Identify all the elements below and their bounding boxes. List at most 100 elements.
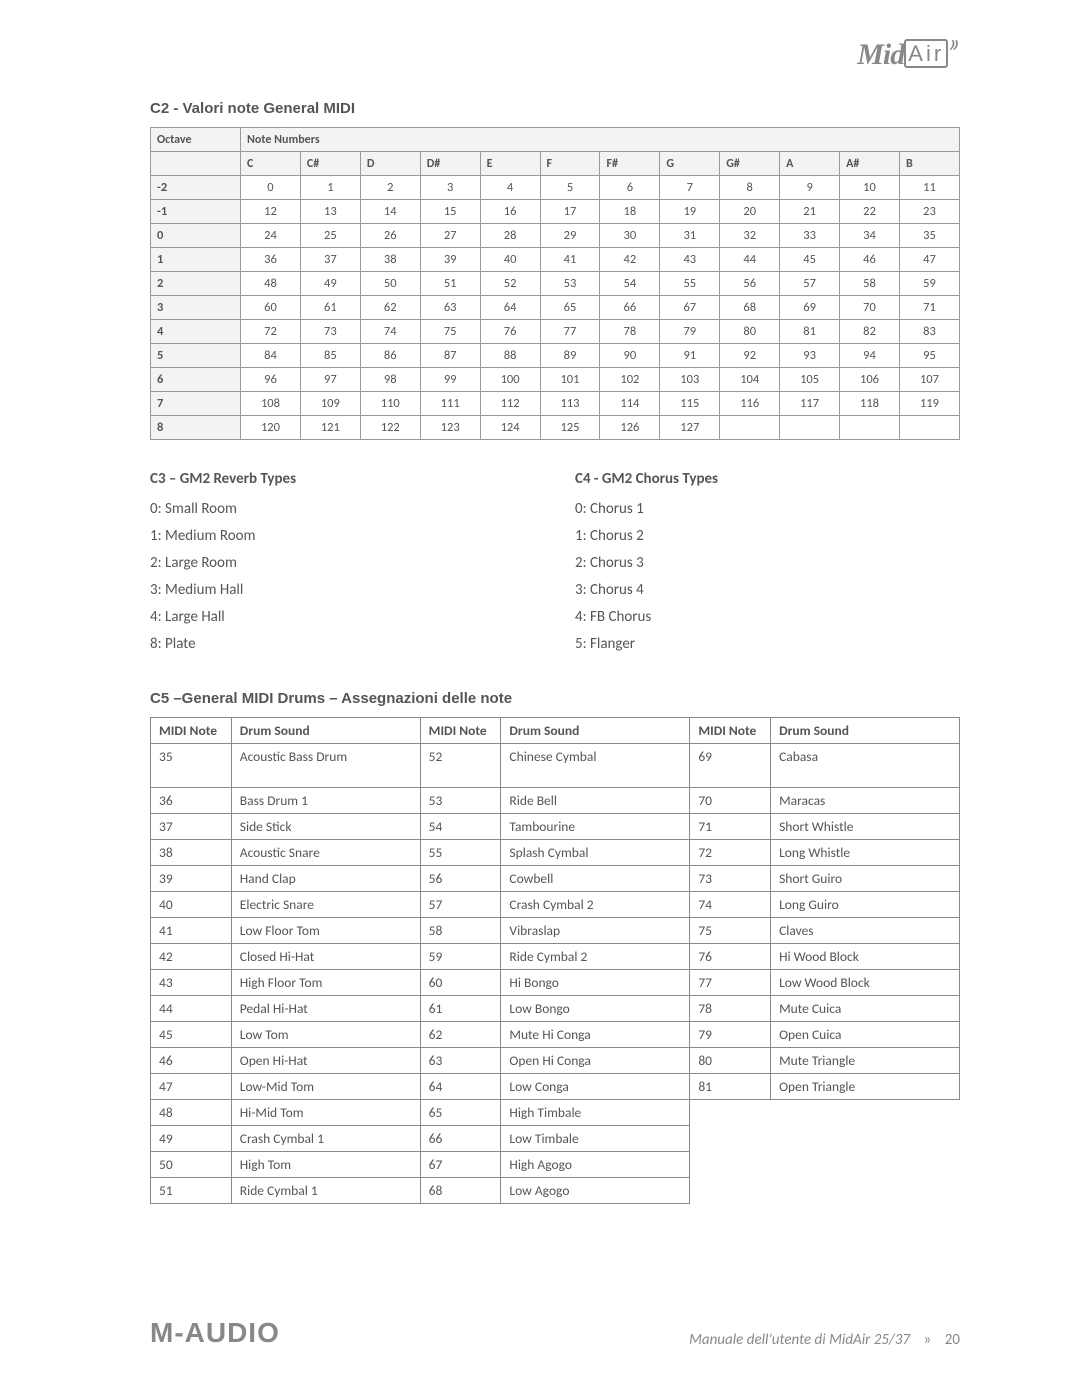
midi-value-cell: 111 (420, 392, 480, 416)
drum-sound-cell: Ride Cymbal 1 (231, 1178, 420, 1204)
midi-value-cell (780, 416, 840, 440)
midi-value-cell: 46 (840, 248, 900, 272)
drum-sound-cell: Tambourine (501, 814, 690, 840)
drum-note-cell: 52 (420, 744, 501, 788)
midi-value-cell: 105 (780, 368, 840, 392)
note-col-E: E (480, 152, 540, 176)
drum-note-cell: 55 (420, 840, 501, 866)
drum-sound-cell: Hi Wood Block (771, 944, 960, 970)
midi-value-cell: 2 (360, 176, 420, 200)
midi-value-cell: 108 (241, 392, 301, 416)
drum-sound-cell: Hi-Mid Tom (231, 1100, 420, 1126)
midi-value-cell: 15 (420, 200, 480, 224)
midi-value-cell: 72 (241, 320, 301, 344)
midi-value-cell: 68 (720, 296, 780, 320)
drum-sound-cell: Pedal Hi-Hat (231, 996, 420, 1022)
note-col-F: F (540, 152, 600, 176)
note-col-C#: C# (300, 152, 360, 176)
midi-value-cell: 53 (540, 272, 600, 296)
midi-value-cell: 50 (360, 272, 420, 296)
drum-sound-cell: Ride Bell (501, 788, 690, 814)
drum-note-cell: 75 (690, 918, 771, 944)
note-col-F#: F# (600, 152, 660, 176)
drum-sound-cell: Low Floor Tom (231, 918, 420, 944)
drum-h-sound-2: Drum Sound (501, 718, 690, 744)
midair-logo: MidAir⁾⁾ (857, 38, 955, 72)
midi-value-cell: 116 (720, 392, 780, 416)
drum-note-cell: 43 (151, 970, 232, 996)
midi-value-cell: 39 (420, 248, 480, 272)
reverb-item: 1: Medium Room (150, 527, 535, 545)
drum-note-cell: 62 (420, 1022, 501, 1048)
midi-value-cell: 25 (300, 224, 360, 248)
drum-note-cell: 78 (690, 996, 771, 1022)
drum-note-cell: 60 (420, 970, 501, 996)
note-col-D#: D# (420, 152, 480, 176)
chorus-item: 5: Flanger (575, 635, 960, 653)
midi-value-cell: 51 (420, 272, 480, 296)
chorus-item: 0: Chorus 1 (575, 500, 960, 518)
midi-value-cell: 18 (600, 200, 660, 224)
reverb-item: 2: Large Room (150, 554, 535, 572)
reverb-item: 8: Plate (150, 635, 535, 653)
midi-value-cell: 43 (660, 248, 720, 272)
drum-note-cell: 74 (690, 892, 771, 918)
chorus-list: 0: Chorus 11: Chorus 22: Chorus 33: Chor… (575, 500, 960, 653)
midi-value-cell: 57 (780, 272, 840, 296)
midi-value-cell: 35 (899, 224, 959, 248)
drum-sound-cell: Short Whistle (771, 814, 960, 840)
midi-value-cell: 28 (480, 224, 540, 248)
drum-sound-cell: Low-Mid Tom (231, 1074, 420, 1100)
octave-cell: -1 (151, 200, 241, 224)
midi-value-cell: 102 (600, 368, 660, 392)
octave-cell: 0 (151, 224, 241, 248)
drum-note-cell: 53 (420, 788, 501, 814)
drum-note-cell: 50 (151, 1152, 232, 1178)
reverb-item: 3: Medium Hall (150, 581, 535, 599)
midi-value-cell: 48 (241, 272, 301, 296)
octave-cell: 1 (151, 248, 241, 272)
drum-note-cell: 66 (420, 1126, 501, 1152)
drum-sound-cell: Cowbell (501, 866, 690, 892)
drum-sound-cell: Closed Hi-Hat (231, 944, 420, 970)
midi-value-cell: 124 (480, 416, 540, 440)
drum-note-cell: 69 (690, 744, 771, 788)
midi-value-cell: 26 (360, 224, 420, 248)
midi-value-cell: 34 (840, 224, 900, 248)
midi-value-cell: 93 (780, 344, 840, 368)
drum-note-cell: 51 (151, 1178, 232, 1204)
footer-text: Manuale dell'utente di MidAir 25/37 » 20 (689, 1331, 960, 1349)
midi-value-cell: 89 (540, 344, 600, 368)
midi-value-cell: 7 (660, 176, 720, 200)
midi-value-cell: 87 (420, 344, 480, 368)
midi-value-cell: 37 (300, 248, 360, 272)
section-c2-title: C2 - Valori note General MIDI (150, 100, 960, 117)
drum-note-cell: 58 (420, 918, 501, 944)
drum-sound-cell: High Timbale (501, 1100, 690, 1126)
drum-sound-cell: Vibraslap (501, 918, 690, 944)
drum-h-note-1: MIDI Note (151, 718, 232, 744)
drum-sound-cell: Crash Cymbal 2 (501, 892, 690, 918)
drum-note-cell: 65 (420, 1100, 501, 1126)
midi-value-cell: 12 (241, 200, 301, 224)
drum-sound-cell: Hand Clap (231, 866, 420, 892)
drum-note-cell: 41 (151, 918, 232, 944)
midi-value-cell: 107 (899, 368, 959, 392)
midi-value-cell: 67 (660, 296, 720, 320)
midi-value-cell: 69 (780, 296, 840, 320)
note-col-A: A (780, 152, 840, 176)
drum-sound-cell: Acoustic Snare (231, 840, 420, 866)
drum-note-cell: 42 (151, 944, 232, 970)
midi-value-cell: 126 (600, 416, 660, 440)
midi-value-cell: 65 (540, 296, 600, 320)
reverb-item: 4: Large Hall (150, 608, 535, 626)
midi-value-cell: 82 (840, 320, 900, 344)
midi-value-cell: 17 (540, 200, 600, 224)
drum-note-cell: 47 (151, 1074, 232, 1100)
midi-value-cell: 100 (480, 368, 540, 392)
midi-value-cell: 47 (899, 248, 959, 272)
drum-note-cell: 57 (420, 892, 501, 918)
midi-value-cell: 14 (360, 200, 420, 224)
midi-value-cell: 62 (360, 296, 420, 320)
midi-value-cell: 101 (540, 368, 600, 392)
